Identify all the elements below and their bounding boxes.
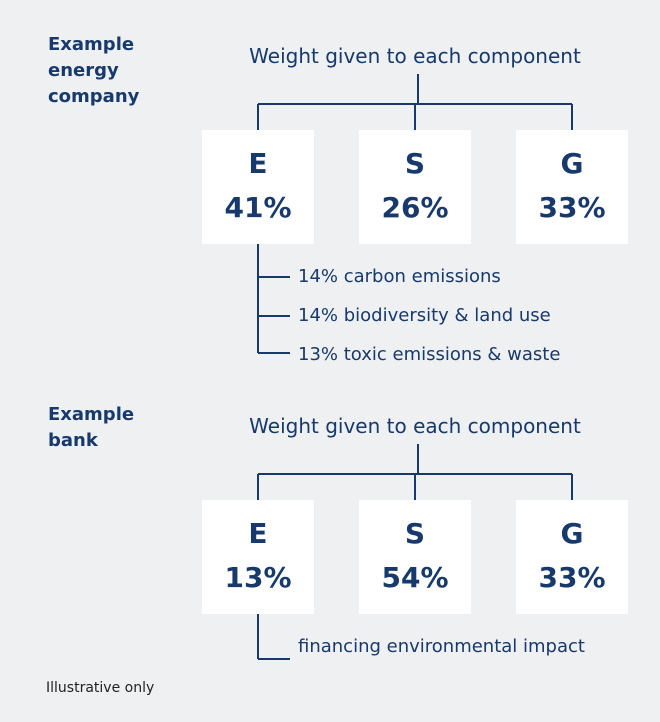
component-letter: S (404, 147, 426, 180)
component-letter: E (248, 517, 268, 550)
component-box: G 33% (516, 500, 628, 614)
section-heading: Weight given to each component (249, 414, 581, 438)
component-letter: E (248, 147, 268, 180)
breakdown-item: 14% carbon emissions (298, 266, 501, 287)
component-weight: 54% (381, 561, 449, 594)
component-letter: S (404, 517, 426, 550)
component-box: S 54% (359, 500, 471, 614)
component-box: E 13% (202, 500, 314, 614)
component-letter: G (560, 147, 584, 180)
breakdown-item: 13% toxic emissions & waste (298, 344, 561, 365)
component-box: S 26% (359, 130, 471, 244)
component-weight: 13% (224, 561, 292, 594)
section-label: Example bank (48, 404, 135, 451)
component-letter: G (560, 517, 584, 550)
breakdown-item: financing environmental impact (298, 636, 585, 657)
breakdown-item: 14% biodiversity & land use (298, 305, 551, 326)
footer: Illustrative only (46, 680, 155, 696)
component-weight: 33% (538, 191, 606, 224)
section-label: Example energy company (48, 34, 140, 107)
component-weight: 41% (224, 191, 292, 224)
component-box: G 33% (516, 130, 628, 244)
component-weight: 26% (381, 191, 449, 224)
component-box: E 41% (202, 130, 314, 244)
section-heading: Weight given to each component (249, 44, 581, 68)
component-weight: 33% (538, 561, 606, 594)
